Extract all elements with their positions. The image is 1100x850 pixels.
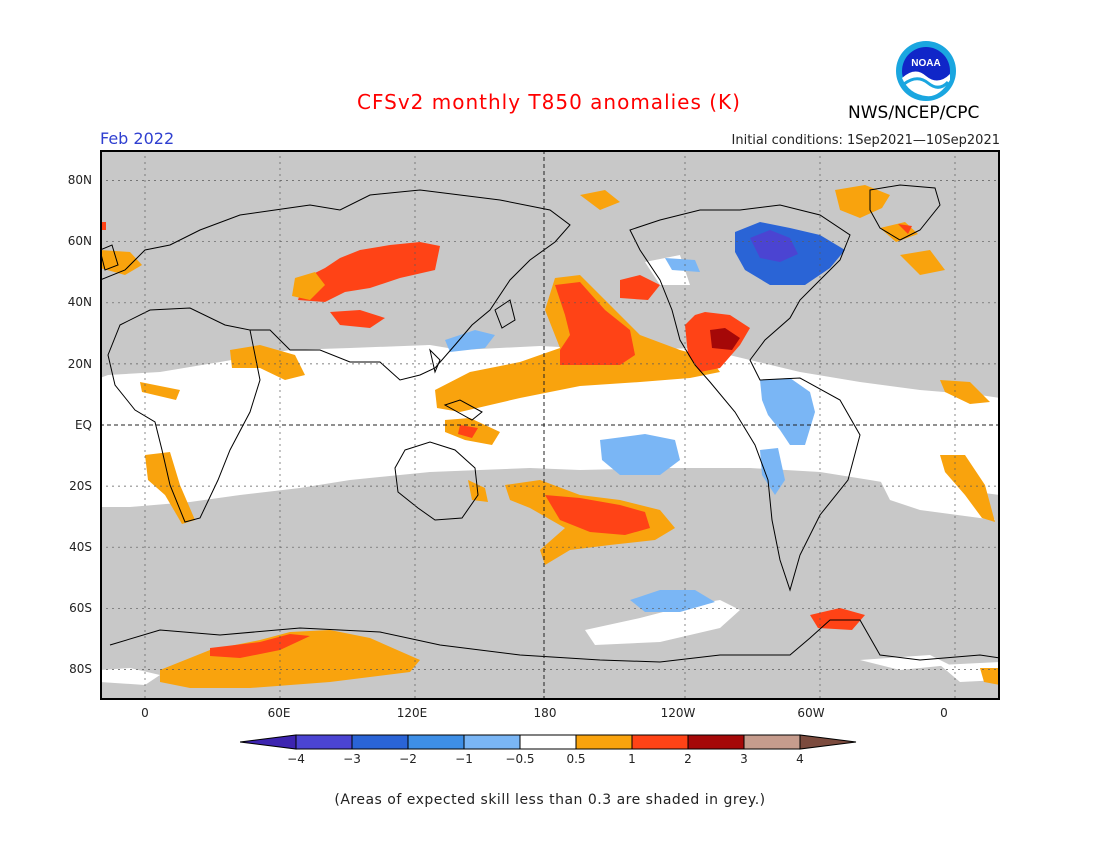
greenland-warm — [835, 185, 890, 218]
lat-label: 40N — [67, 295, 92, 309]
lat-label: 60S — [69, 601, 92, 615]
drake-warm — [810, 608, 865, 630]
antarctica-coastline — [109, 619, 1000, 663]
central-asia-warm — [330, 310, 385, 328]
map-title: CFSv2 monthly T850 anomalies (K) — [357, 90, 741, 114]
colorbar-label: 1 — [628, 752, 636, 766]
colorbar-swatch — [407, 734, 465, 750]
south-pacific-warm-core — [545, 495, 650, 535]
amazon-cold — [760, 378, 815, 445]
anomaly-map — [100, 150, 1000, 700]
lat-label: 20S — [69, 479, 92, 493]
lat-label: 20N — [67, 357, 92, 371]
antarctica-warm — [160, 630, 420, 688]
lon-label: 180 — [533, 706, 557, 720]
east-asia-islands — [429, 299, 516, 421]
far-east-antarctic-warm — [980, 668, 1000, 685]
organization-label: NWS/NCEP/CPC — [848, 103, 980, 123]
maritime-warm-core — [458, 425, 478, 438]
west-pacific-cold — [445, 330, 495, 352]
antarctica-warm-core — [210, 634, 310, 658]
east-pacific-cold — [600, 434, 680, 475]
africa-coastline — [107, 307, 261, 523]
colorbar-label: −4 — [287, 752, 305, 766]
pacific-warm-core-2 — [620, 275, 660, 300]
lon-label: 0 — [940, 706, 948, 720]
lat-label: 40S — [69, 540, 92, 554]
colorbar-label: 2 — [684, 752, 692, 766]
anomaly-fields — [100, 185, 1000, 688]
lon-label: 60E — [267, 706, 291, 720]
europe-warm — [100, 250, 142, 275]
lat-label: 60N — [67, 234, 92, 248]
atlantic-warm — [940, 380, 990, 404]
uk-coastline — [100, 244, 119, 271]
lat-label: EQ — [74, 418, 92, 432]
australia-coastline — [394, 441, 479, 521]
southern-ocean-cold — [630, 590, 715, 612]
lon-label: 120W — [660, 706, 696, 720]
west-africa-warm — [140, 382, 180, 400]
colorbar-swatch — [295, 734, 353, 750]
south-africa-warm — [145, 452, 195, 524]
colorbar-label: −1 — [455, 752, 473, 766]
initial-conditions: Initial conditions: 1Sep2021—10Sep2021 — [731, 133, 1000, 148]
color-bar — [240, 734, 857, 750]
skill-note: (Areas of expected skill less than 0.3 a… — [334, 792, 766, 808]
lon-label: 60W — [797, 706, 825, 720]
colorbar-label: −3 — [343, 752, 361, 766]
colorbar-swatch — [575, 734, 633, 750]
colorbar-swatch — [687, 734, 745, 750]
colorbar-swatch — [463, 734, 521, 750]
colorbar-swatch — [631, 734, 689, 750]
siberia-warm-orange — [292, 272, 325, 300]
colorbar-swatch — [743, 734, 801, 750]
mexico-warm-core — [710, 328, 740, 350]
greenland-warm-2 — [580, 190, 620, 210]
colorbar-label: 3 — [740, 752, 748, 766]
noaa-logo-text: NOAA — [911, 58, 940, 69]
colorbar-swatch — [519, 734, 577, 750]
canada-cold-core — [750, 230, 798, 262]
colorbar-label: 4 — [796, 752, 804, 766]
lon-label: 120E — [396, 706, 428, 720]
lat-label: 80N — [67, 173, 92, 187]
lon-label: 0 — [141, 706, 149, 720]
colorbar-swatch — [351, 734, 409, 750]
colorbar-arrow-min — [240, 734, 297, 750]
scandinavia-warm — [900, 250, 945, 275]
colorbar-label: 0.5 — [566, 752, 586, 766]
northwest-cold — [665, 258, 700, 272]
greenland-coastline — [869, 184, 941, 241]
iceland-warm-core — [898, 224, 912, 234]
equator-dateline — [100, 150, 1000, 700]
colorbar-arrow-max — [799, 734, 857, 750]
india-warm — [230, 345, 305, 380]
coastlines — [100, 184, 1000, 663]
amazon-cold-2 — [760, 448, 785, 495]
europe-coastline — [100, 189, 571, 381]
siberia-warm — [298, 242, 440, 302]
graticule — [100, 150, 1000, 700]
noaa-logo: NOAA — [896, 41, 956, 101]
colorbar-label: −0.5 — [505, 752, 535, 766]
colorbar-label: −2 — [399, 752, 417, 766]
lat-label: 80S — [69, 662, 92, 676]
forecast-month: Feb 2022 — [100, 129, 175, 148]
map-frame — [100, 150, 1000, 700]
south-atlantic-warm — [940, 455, 995, 522]
